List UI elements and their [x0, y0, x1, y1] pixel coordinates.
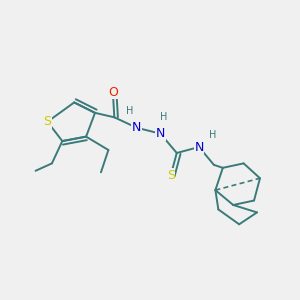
- Text: S: S: [44, 115, 52, 128]
- Text: H: H: [125, 106, 133, 116]
- Text: H: H: [160, 112, 167, 122]
- Text: S: S: [167, 169, 175, 182]
- Text: H: H: [209, 130, 216, 140]
- Text: O: O: [108, 85, 118, 98]
- Text: N: N: [132, 121, 141, 134]
- Text: N: N: [194, 140, 204, 154]
- Text: N: N: [156, 127, 165, 140]
